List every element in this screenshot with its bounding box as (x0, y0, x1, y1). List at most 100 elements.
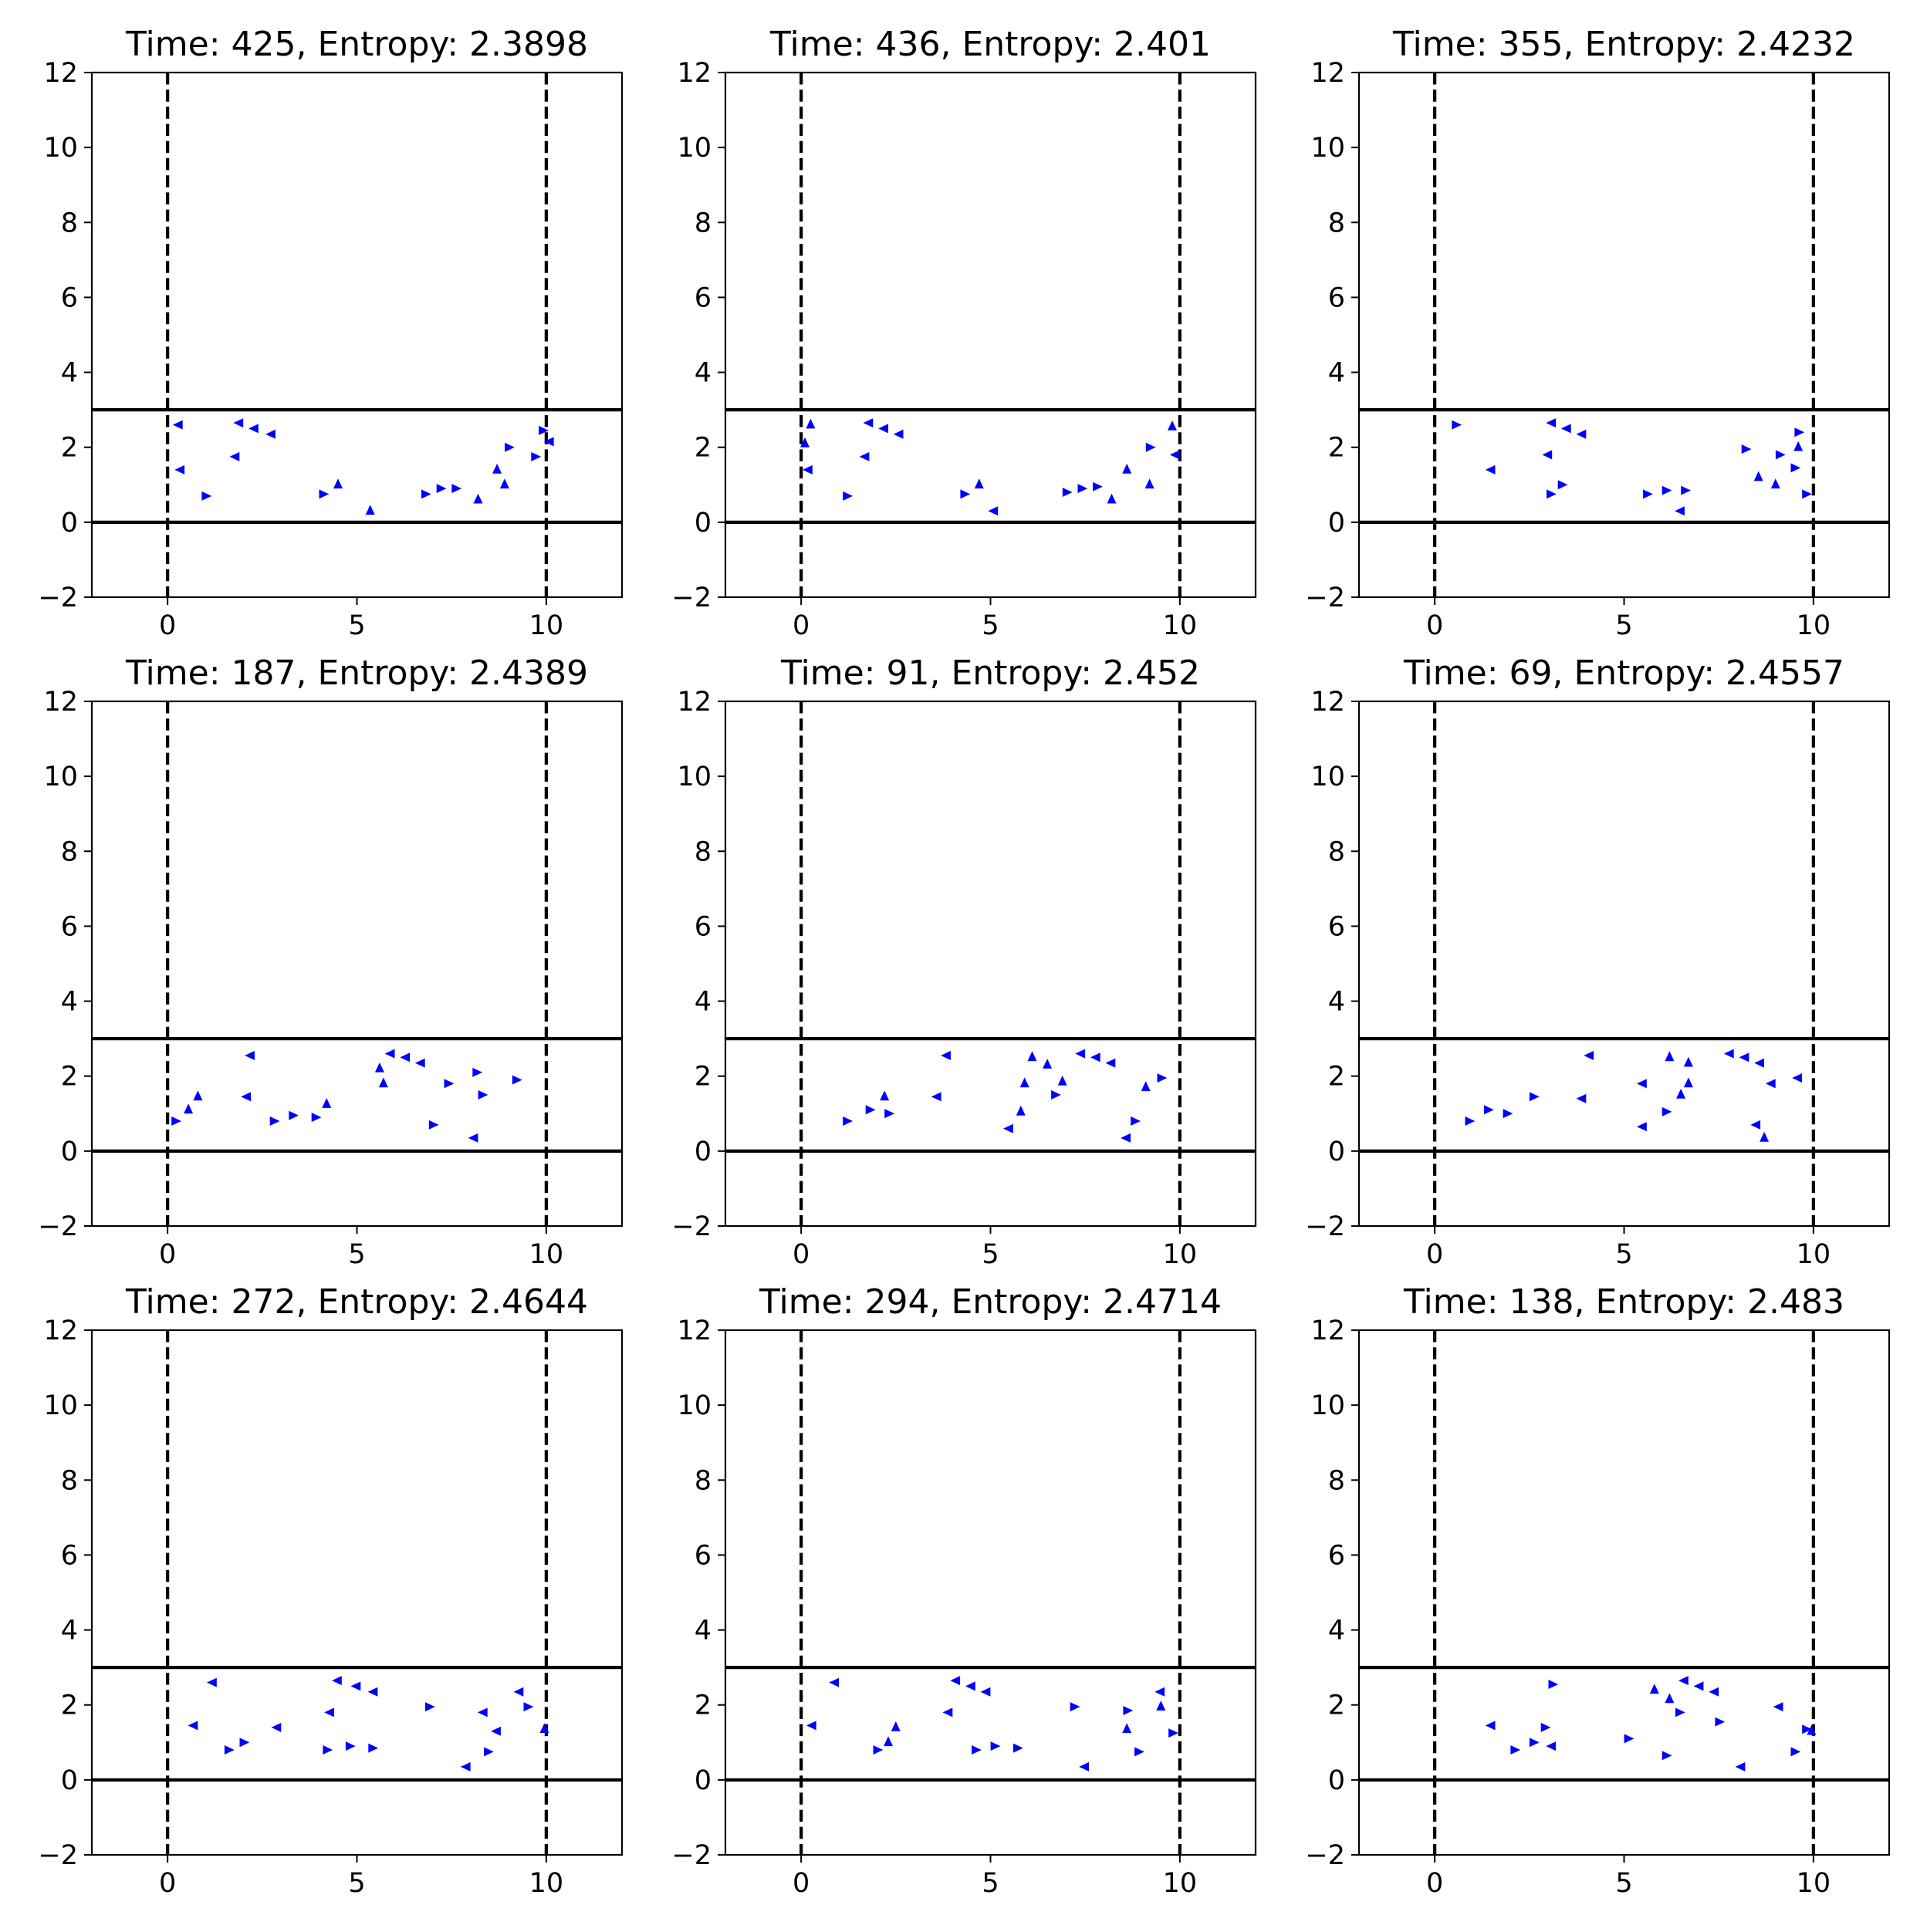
agent-marker (1070, 1702, 1080, 1712)
y-tick-label: −2 (1305, 1840, 1345, 1871)
y-tick-label: 8 (61, 836, 78, 867)
agent-marker (1027, 1051, 1037, 1062)
agent-marker (893, 429, 904, 439)
agent-marker (539, 1723, 549, 1734)
agent-marker (1465, 1116, 1476, 1126)
agent-marker (1741, 444, 1752, 454)
x-tick-label: 10 (1163, 1239, 1198, 1270)
agent-marker (1122, 1723, 1132, 1734)
agent-marker (965, 1681, 975, 1691)
x-tick-label: 0 (1426, 610, 1443, 641)
plot-area (1359, 73, 1889, 597)
x-tick-label: 0 (1426, 1239, 1443, 1270)
agent-marker (484, 1747, 494, 1757)
agent-marker (1547, 489, 1557, 499)
agent-marker (1753, 471, 1763, 481)
agent-marker (531, 451, 542, 461)
x-tick-label: 0 (159, 1868, 176, 1899)
agent-marker (1794, 427, 1805, 437)
agent-marker (428, 1120, 439, 1130)
agent-marker (1057, 1076, 1067, 1086)
agent-marker (1075, 1049, 1086, 1059)
agent-marker (1090, 1052, 1100, 1062)
x-tick-label: 5 (982, 1868, 999, 1899)
y-tick-label: 2 (1328, 1690, 1345, 1721)
y-tick-label: 2 (1328, 1062, 1345, 1093)
agent-marker (1802, 489, 1812, 499)
agent-marker (873, 1745, 884, 1755)
agent-marker (1792, 1073, 1802, 1083)
x-tick-label: 0 (793, 1868, 810, 1899)
subplot-title: Time: 355, Entropy: 2.4232 (1392, 25, 1855, 64)
y-tick-label: −2 (1305, 583, 1345, 613)
y-tick-label: 6 (1328, 1540, 1345, 1571)
agent-marker (941, 1051, 951, 1060)
agent-marker (1637, 1122, 1647, 1132)
x-tick-label: 10 (1797, 1868, 1831, 1899)
agent-marker (424, 1702, 435, 1712)
subplot-8: Time: 294, Entropy: 2.4714 −2 0 2 4 6 8 10 12 0 5 1… (671, 1282, 1257, 1899)
agent-marker (322, 1098, 332, 1108)
agent-marker (806, 418, 816, 429)
agent-marker (311, 1113, 322, 1123)
y-tick-label: 0 (695, 1765, 712, 1796)
agent-marker (1676, 1089, 1686, 1099)
agent-marker (1540, 1722, 1551, 1732)
agent-marker (523, 1702, 534, 1712)
agent-marker (950, 1676, 961, 1686)
x-tick-label: 0 (1426, 1868, 1443, 1899)
agent-marker (436, 484, 447, 494)
agent-marker (1154, 1687, 1165, 1697)
agent-marker (1560, 424, 1571, 434)
agent-marker (974, 478, 984, 489)
agent-marker (1003, 1123, 1013, 1133)
y-tick-label: −2 (38, 1840, 78, 1871)
y-tick-label: 12 (43, 58, 78, 89)
x-tick-label: 0 (159, 1239, 176, 1270)
subplot-4: Time: 187, Entropy: 2.4389 −2 0 2 4 6 8 10 12 0 5 1… (38, 654, 624, 1270)
y-tick-label: 10 (43, 762, 78, 792)
agent-marker (1683, 1056, 1693, 1067)
x-tick-label: 0 (793, 610, 810, 641)
agent-marker (1016, 1105, 1026, 1116)
plot-area (1359, 1330, 1889, 1855)
agent-marker (1715, 1717, 1726, 1727)
agent-marker (513, 1687, 524, 1697)
y-tick-label: 0 (61, 1765, 78, 1796)
subplot-grid: Time: 425, Entropy: 2.3898 −2 0 2 4 6 8 10 12 0 5 1… (38, 25, 1891, 1899)
agent-marker (269, 1116, 280, 1126)
y-tick-label: 8 (61, 208, 78, 238)
agent-marker (1134, 1747, 1144, 1757)
y-tick-label: 8 (695, 836, 712, 867)
agent-marker (1793, 441, 1804, 451)
y-tick-label: 12 (1310, 687, 1345, 718)
agent-marker (271, 1722, 282, 1732)
agent-marker (241, 1092, 251, 1102)
agent-marker (201, 491, 212, 501)
agent-marker (972, 1745, 982, 1755)
agent-marker (931, 1092, 941, 1102)
agent-marker (1168, 1728, 1178, 1738)
y-tick-label: 8 (1328, 1465, 1345, 1496)
agent-marker (1683, 1077, 1693, 1088)
agent-marker (1665, 1693, 1675, 1704)
agent-marker (803, 464, 813, 475)
subplot-3: Time: 355, Entropy: 2.4232 −2 0 2 4 6 8 10 12 0 5 1… (1305, 25, 1891, 641)
agent-marker (1723, 1049, 1734, 1059)
y-tick-label: 8 (1328, 208, 1345, 238)
y-tick-label: 4 (61, 987, 78, 1018)
y-tick-label: 8 (61, 1465, 78, 1496)
agent-marker (332, 1676, 342, 1686)
subplot-title: Time: 91, Entropy: 2.452 (780, 654, 1200, 693)
subplot-title: Time: 69, Entropy: 2.4557 (1403, 654, 1844, 693)
agent-marker (829, 1677, 840, 1687)
agent-marker (1675, 1707, 1685, 1718)
y-tick-label: −2 (38, 583, 78, 613)
agent-marker (345, 1741, 356, 1751)
y-tick-label: 6 (61, 282, 78, 313)
agent-marker (865, 1105, 876, 1115)
agent-marker (1144, 478, 1154, 489)
y-tick-label: 10 (43, 133, 78, 164)
